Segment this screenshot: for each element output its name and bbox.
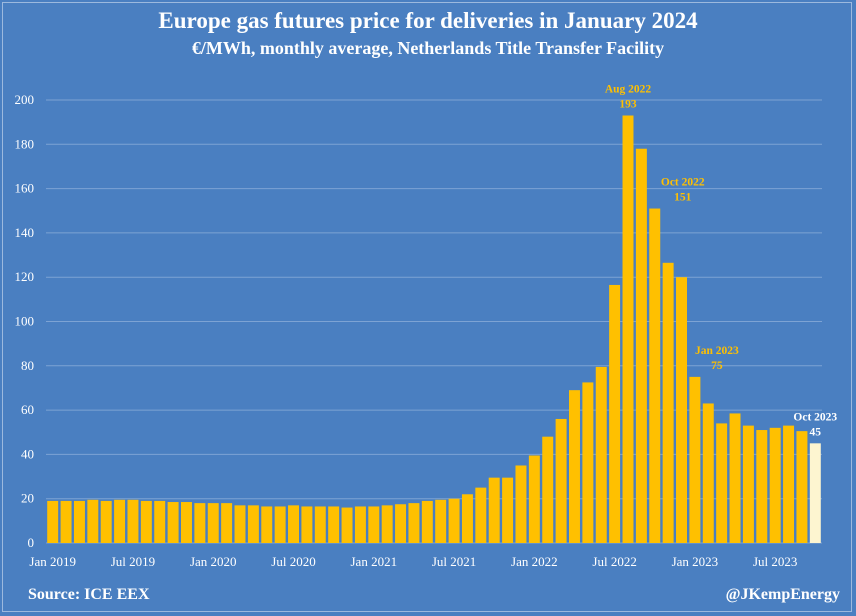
bar-dec-2020	[354, 506, 366, 543]
bar-aug-2022	[622, 115, 634, 543]
author-handle: @JKempEnergy	[725, 586, 840, 603]
bar-feb-2023	[702, 403, 714, 543]
bar-mar-2020	[234, 505, 246, 543]
bar-oct-2020	[328, 506, 340, 543]
bar-feb-2022	[542, 436, 554, 543]
bar-jun-2021	[435, 499, 447, 543]
bar-dec-2022	[676, 277, 688, 543]
y-tick-label: 120	[15, 269, 35, 284]
bar-apr-2019	[87, 499, 99, 543]
x-tick-label: Jan 2023	[672, 554, 719, 569]
annotation-value: 45	[810, 426, 822, 438]
bar-dec-2021	[515, 465, 527, 543]
bar-aug-2021	[461, 494, 473, 543]
bar-jul-2021	[448, 498, 460, 543]
x-tick-label: Jan 2019	[29, 554, 76, 569]
bar-nov-2019	[180, 502, 192, 543]
bar-sep-2020	[314, 506, 326, 543]
bar-may-2023	[742, 425, 754, 543]
bar-apr-2022	[568, 390, 580, 543]
bar-jun-2020	[274, 506, 286, 543]
x-tick-label: Jul 2019	[111, 554, 155, 569]
bar-jun-2023	[756, 430, 768, 543]
x-tick-label: Jul 2022	[592, 554, 636, 569]
bar-may-2021	[421, 500, 433, 543]
bar-jun-2022	[595, 366, 607, 543]
bar-oct-2022	[649, 208, 661, 543]
y-tick-label: 200	[15, 92, 35, 107]
y-tick-label: 0	[28, 535, 35, 550]
y-tick-label: 180	[15, 136, 35, 151]
annotation-label: Aug 2022	[605, 84, 652, 96]
bar-jun-2019	[114, 499, 126, 543]
bar-feb-2020	[221, 503, 233, 543]
bar-oct-2021	[488, 477, 500, 543]
annotation-label: Jan 2023	[695, 345, 739, 357]
bar-mar-2023	[716, 423, 728, 543]
source-note: Source: ICE EEX	[28, 586, 150, 603]
bar-jan-2022	[528, 455, 540, 543]
bar-jan-2020	[207, 503, 219, 543]
y-tick-label: 60	[21, 402, 34, 417]
annotation-label: Oct 2022	[661, 177, 705, 189]
bar-aug-2023	[783, 425, 795, 543]
bar-nov-2021	[502, 477, 514, 543]
bar-aug-2020	[301, 506, 313, 543]
bar-may-2022	[582, 382, 594, 543]
chart-title: Europe gas futures price for deliveries …	[158, 8, 698, 33]
bar-dec-2019	[194, 503, 206, 543]
bar-oct-2019	[167, 502, 179, 543]
bar-apr-2021	[408, 503, 420, 543]
bar-oct-2023	[809, 443, 821, 543]
y-tick-label: 40	[21, 446, 34, 461]
bar-aug-2019	[140, 500, 152, 543]
y-tick-label: 80	[21, 358, 34, 373]
bar-apr-2020	[247, 505, 259, 543]
y-tick-label: 20	[21, 491, 34, 506]
bar-jan-2019	[47, 500, 59, 543]
bar-mar-2021	[395, 504, 407, 543]
bar-sep-2019	[154, 500, 166, 543]
bar-jul-2020	[288, 505, 300, 543]
bar-jan-2021	[368, 506, 380, 543]
bar-may-2019	[100, 500, 112, 543]
x-tick-label: Jan 2022	[511, 554, 558, 569]
bar-may-2020	[261, 506, 273, 543]
bar-jul-2023	[769, 427, 781, 543]
x-tick-label: Jan 2021	[350, 554, 397, 569]
bar-sep-2021	[475, 487, 487, 543]
bar-jul-2019	[127, 499, 139, 543]
bar-jul-2022	[609, 284, 621, 543]
bar-sep-2022	[635, 148, 647, 544]
bar-feb-2019	[60, 500, 72, 543]
bar-feb-2021	[381, 505, 393, 543]
bar-mar-2019	[73, 500, 85, 543]
bar-jan-2023	[689, 376, 701, 543]
annotation-label: Oct 2023	[793, 411, 837, 423]
x-tick-label: Jul 2021	[432, 554, 476, 569]
chart-subtitle: €/MWh, monthly average, Netherlands Titl…	[191, 38, 665, 58]
y-tick-label: 100	[15, 314, 35, 329]
y-tick-label: 160	[15, 181, 35, 196]
bar-apr-2023	[729, 413, 741, 543]
x-tick-label: Jul 2023	[753, 554, 797, 569]
x-tick-label: Jul 2020	[271, 554, 315, 569]
bar-nov-2022	[662, 262, 674, 543]
bar-sep-2023	[796, 431, 808, 543]
x-tick-label: Jan 2020	[190, 554, 237, 569]
annotation-value: 193	[619, 99, 637, 111]
y-tick-label: 140	[15, 225, 35, 240]
annotation-value: 151	[674, 192, 692, 204]
bar-mar-2022	[555, 418, 567, 543]
bar-nov-2020	[341, 507, 353, 543]
annotation-value: 75	[711, 360, 723, 372]
